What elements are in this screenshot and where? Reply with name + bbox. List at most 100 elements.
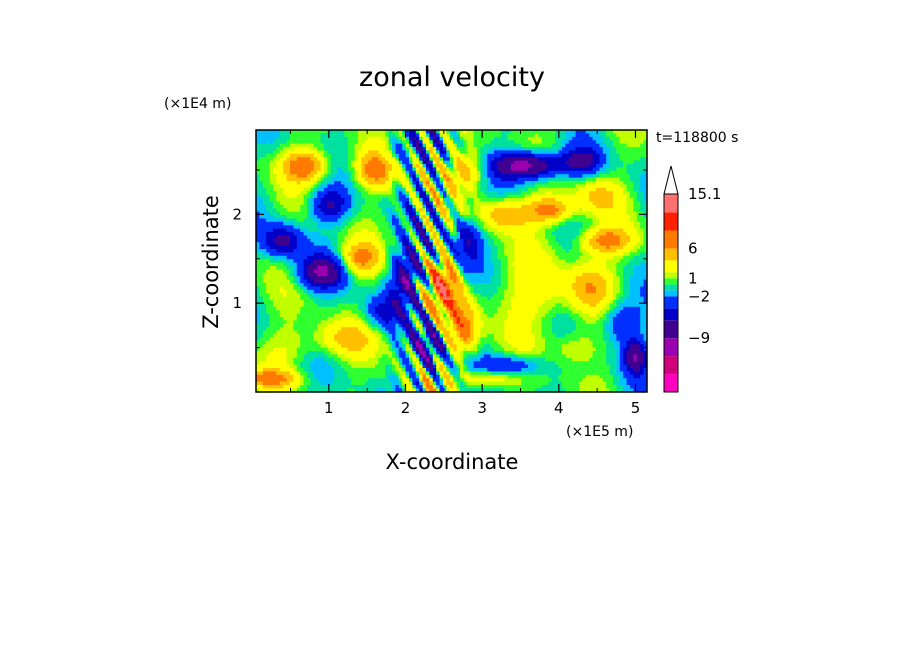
field-cell (439, 215, 444, 219)
field-cell (402, 306, 407, 311)
field-cell (439, 374, 444, 379)
field-cell (290, 215, 294, 219)
field-cell (269, 269, 274, 274)
field-cell (334, 218, 339, 223)
field-cell (432, 201, 437, 206)
field-cell (358, 262, 362, 267)
field-cell (300, 262, 305, 267)
field-cell (259, 296, 264, 301)
field-cell (266, 150, 271, 155)
field-cell (385, 320, 390, 325)
field-cell (432, 279, 437, 284)
field-cell (381, 323, 386, 328)
field-cell (364, 310, 369, 315)
field-cell (283, 334, 288, 338)
field-cell (256, 317, 260, 321)
field-cell (286, 252, 291, 257)
field-cell (320, 283, 325, 287)
field-cell (347, 374, 352, 379)
field-cell (256, 255, 260, 260)
field-cell (460, 323, 464, 328)
field-cell (354, 218, 359, 223)
field-cell (364, 381, 369, 386)
field-cell (296, 368, 301, 372)
field-cell (354, 269, 359, 274)
field-cell (330, 279, 335, 284)
field-cell (429, 378, 434, 383)
field-cell (375, 245, 379, 250)
field-cell (439, 157, 444, 162)
field-cell (259, 344, 264, 349)
field-cell (317, 221, 322, 226)
field-cell (426, 187, 430, 192)
field-cell (290, 283, 294, 287)
field-cell (358, 306, 362, 311)
field-cell (341, 208, 345, 213)
field-cell (378, 306, 383, 311)
field-cell (303, 259, 308, 264)
field-cell (419, 204, 424, 209)
field-cell (279, 221, 284, 226)
field-cell (290, 242, 294, 247)
field-cell (422, 293, 427, 298)
field-cell (279, 347, 284, 352)
field-cell (300, 340, 305, 345)
field-cell (351, 157, 356, 162)
field-cell (432, 225, 437, 230)
field-cell (317, 283, 322, 287)
field-cell (283, 354, 288, 359)
field-cell (330, 337, 335, 342)
field-cell (385, 187, 390, 192)
field-cell (385, 249, 390, 253)
field-cell (334, 364, 339, 369)
field-cell (463, 228, 468, 233)
field-cell (307, 160, 311, 165)
field-cell (283, 289, 288, 294)
field-cell (300, 232, 305, 236)
field-cell (426, 228, 430, 233)
field-cell (303, 147, 308, 151)
field-cell (466, 361, 471, 366)
field-cell (341, 310, 345, 315)
field-cell (320, 357, 325, 362)
field-cell (307, 157, 311, 162)
field-cell (371, 303, 376, 308)
field-cell (364, 160, 369, 165)
field-cell (283, 364, 288, 369)
field-cell (426, 266, 430, 270)
field-cell (463, 208, 468, 213)
field-cell (388, 208, 393, 213)
field-cell (385, 194, 390, 199)
field-cell (330, 289, 335, 294)
field-cell (422, 201, 427, 206)
field-cell (273, 191, 277, 196)
field-cell (313, 225, 318, 230)
field-cell (395, 296, 400, 301)
field-cell (456, 167, 461, 172)
field-cell (320, 174, 325, 179)
field-cell (426, 167, 430, 172)
field-cell (330, 272, 335, 277)
field-cell (273, 351, 277, 355)
field-cell (354, 276, 359, 281)
field-cell (375, 378, 379, 383)
field-cell (330, 378, 335, 383)
field-cell (392, 381, 396, 386)
field-cell (460, 215, 464, 219)
field-cell (324, 283, 328, 287)
field-cell (276, 150, 281, 155)
field-cell (395, 364, 400, 369)
field-cell (273, 174, 277, 179)
field-cell (436, 147, 441, 151)
field-cell (307, 361, 311, 366)
field-cell (439, 351, 444, 355)
field-cell (358, 167, 362, 172)
field-cell (290, 238, 294, 243)
field-cell (419, 262, 424, 267)
field-cell (422, 130, 427, 134)
field-cell (388, 357, 393, 362)
field-cell (405, 150, 410, 155)
field-cell (432, 283, 437, 287)
field-cell (354, 252, 359, 257)
field-cell (463, 317, 468, 321)
